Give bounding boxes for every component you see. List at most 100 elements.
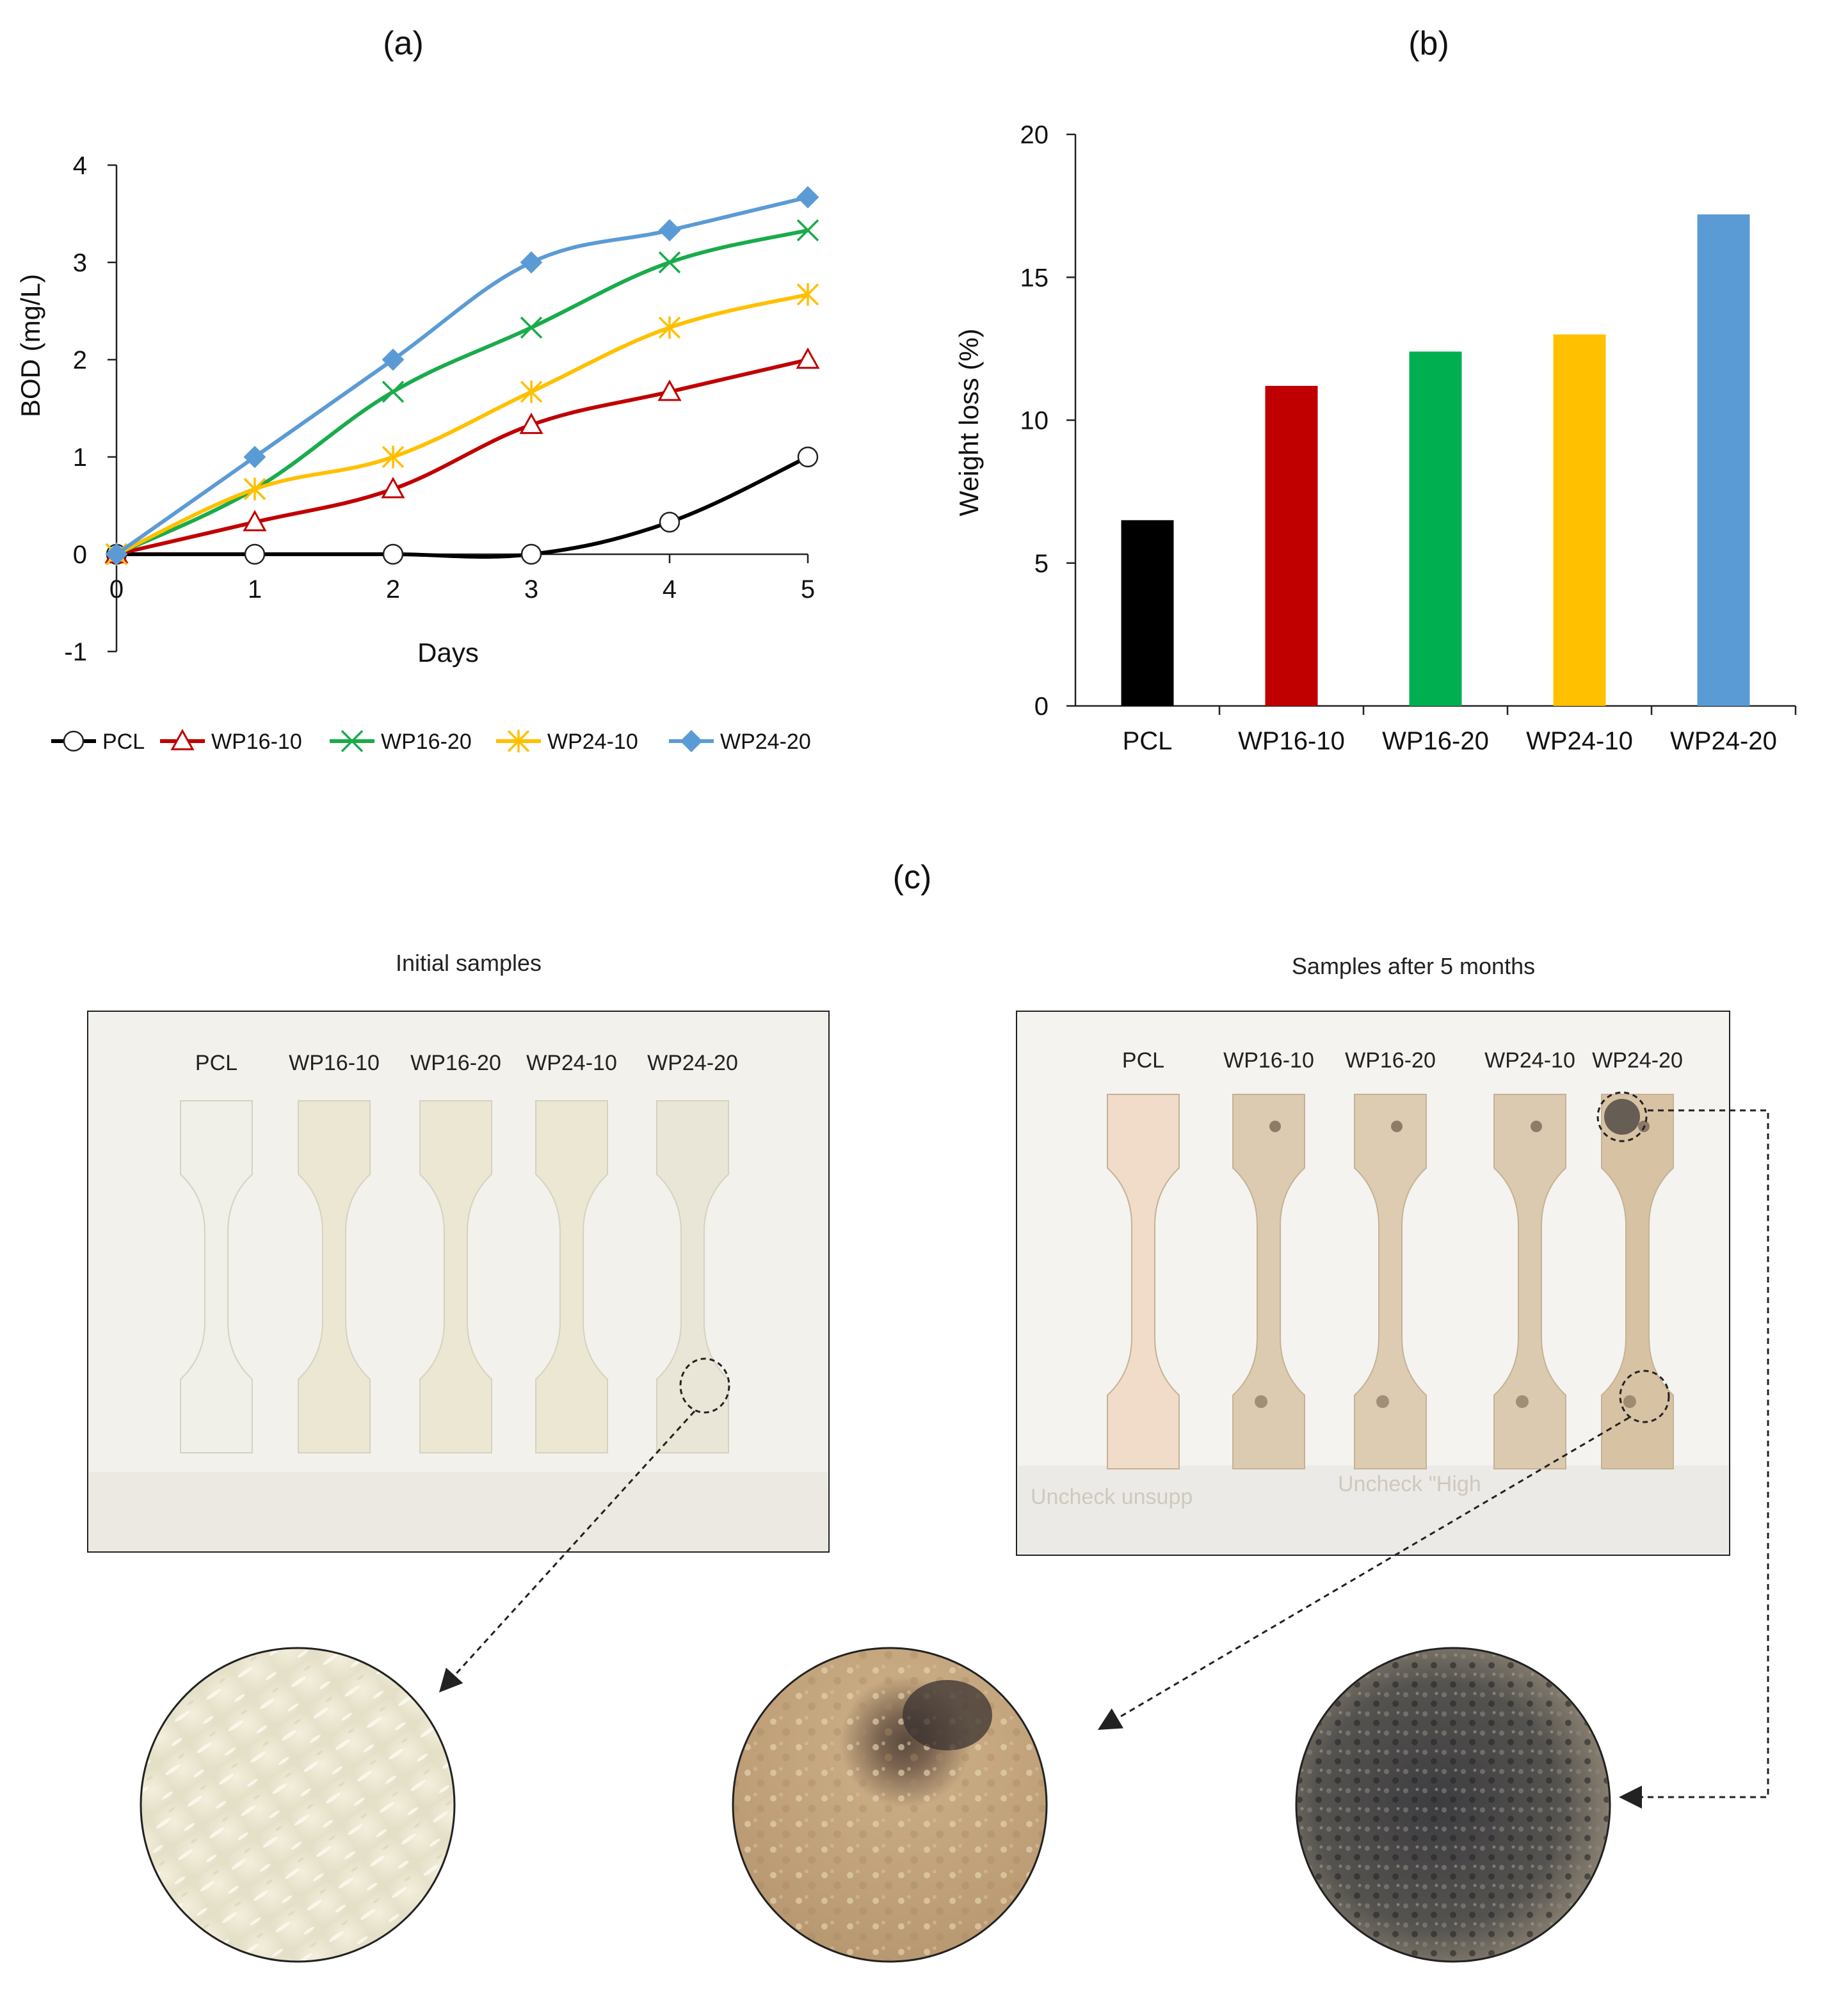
after-specimen: [1601, 1094, 1674, 1469]
weight-loss-bars: [1121, 214, 1750, 706]
bod-legend-label: PCL: [102, 730, 145, 754]
specimen-spot: [1376, 1395, 1389, 1408]
weight-loss-y-tick-label: 10: [1020, 407, 1049, 435]
bod-series: [104, 186, 820, 566]
bod-axes: 4 3 2 1 0 -1 0 1 2 3 4 5: [64, 152, 815, 666]
bod-y-tick-label: 4: [73, 152, 87, 180]
after-specimen: [1107, 1094, 1180, 1469]
bod-point-wp24-10: [382, 445, 405, 468]
bod-x-tick-label: 1: [248, 575, 262, 604]
bod-legend: PCL WP16-10 WP16-20 WP24-10 WP24-20: [51, 728, 811, 754]
bod-line-chart: (a) 4 3 2 1 0 -1 0 1 2 3 4 5 BOD (mg/L) Days PCL WP1…: [15, 25, 820, 754]
weight-loss-category-label: WP16-10: [1238, 727, 1345, 755]
bod-y-tick-label: -1: [64, 638, 87, 666]
weight-loss-bar-wp16-10: [1265, 385, 1318, 706]
bod-x-tick-label: 4: [663, 575, 677, 604]
bod-point-wp24-20: [796, 186, 819, 209]
bod-point-wp24-10: [796, 283, 819, 306]
bod-series-wp24-10: [105, 283, 819, 566]
bod-y-tick-label: 0: [73, 541, 87, 569]
bod-point-wp24-20: [520, 251, 543, 274]
connector-after-top: [1619, 1109, 1769, 1809]
specimen-spot: [1255, 1395, 1267, 1408]
initial-specimen-label: WP24-10: [526, 1051, 617, 1075]
bod-point-wp24-10: [658, 316, 681, 339]
weight-loss-axes: 20 15 10 5 0 PCL WP16-10 WP16-20 WP24-10 WP24-20: [1020, 121, 1797, 755]
bod-x-tick-label: 2: [386, 575, 400, 604]
bod-legend-marker: [341, 730, 364, 753]
magnified-after-top: [1295, 1647, 1611, 1963]
bod-point-pcl: [244, 543, 266, 565]
after-specimen: [1232, 1094, 1305, 1469]
initial-specimen: [656, 1100, 729, 1453]
bod-point-wp16-10: [657, 380, 682, 401]
panel-b-label: (b): [1408, 25, 1449, 62]
connector-initial: [438, 1410, 696, 1693]
weight-loss-bar-wp16-20: [1409, 351, 1462, 706]
bod-point-wp24-10: [243, 477, 266, 500]
weight-loss-y-tick-label: 0: [1034, 692, 1049, 721]
bod-line-wp24-10: [115, 292, 808, 556]
bod-x-tick-label: 5: [801, 575, 815, 604]
after-samples-caption: Samples after 5 months: [1292, 953, 1535, 979]
bod-point-pcl: [659, 511, 680, 533]
weight-loss-y-tick-label: 20: [1020, 121, 1049, 149]
specimen-spot: [1391, 1121, 1403, 1132]
after-zoom-region-top: [1596, 1091, 1648, 1142]
after-specimen-label: WP16-20: [1345, 1048, 1436, 1073]
specimen-spot: [1623, 1395, 1636, 1408]
weight-loss-category-label: WP24-10: [1526, 727, 1633, 755]
weight-loss-y-axis-title: Weight loss (%): [954, 328, 984, 516]
magnified-initial: [140, 1647, 456, 1963]
weight-loss-category-label: WP24-20: [1670, 727, 1777, 755]
after-zoom-region-bottom: [1619, 1370, 1670, 1423]
bod-point-wp16-20: [658, 251, 681, 274]
bod-line-pcl: [116, 455, 809, 559]
bod-y-tick-label: 3: [73, 249, 87, 277]
magnified-after-bottom: [732, 1647, 1048, 1963]
background-print-2: Uncheck unsupp: [1031, 1485, 1193, 1509]
specimen-dark-spot: [1604, 1099, 1640, 1135]
initial-specimen-label: PCL: [195, 1051, 237, 1075]
initial-specimen-label: WP24-20: [647, 1051, 738, 1075]
bod-line-wp16-10: [116, 358, 808, 556]
panel-c-label: (c): [893, 859, 932, 896]
bod-point-pcl: [520, 543, 542, 565]
bod-point-wp24-10: [520, 380, 543, 403]
bod-point-wp24-20: [382, 348, 405, 371]
bod-legend-marker: [680, 730, 703, 753]
bod-point-wp16-20: [382, 380, 405, 403]
bod-series-wp16-10: [104, 347, 820, 564]
after-specimen: [1493, 1094, 1566, 1469]
after-specimen-label: WP24-10: [1484, 1048, 1575, 1073]
zoom-connectors: [438, 1109, 1769, 1809]
weight-loss-category-label: PCL: [1123, 727, 1173, 755]
bod-legend-label: WP16-20: [381, 730, 472, 754]
bod-legend-label: WP16-10: [211, 730, 302, 754]
weight-loss-bar-wp24-20: [1697, 214, 1750, 706]
initial-zoom-region: [679, 1357, 730, 1414]
bod-legend-marker: [63, 730, 84, 752]
specimen-spot: [1269, 1121, 1281, 1132]
bod-y-axis-title: BOD (mg/L): [15, 274, 45, 417]
bod-series-wp16-20: [105, 219, 819, 566]
bod-legend-marker: [170, 728, 195, 751]
bod-point-wp24-20: [658, 219, 681, 242]
weight-loss-bar-wp24-10: [1553, 334, 1606, 706]
bod-x-axis-title: Days: [417, 637, 479, 668]
bod-legend-label: WP24-10: [547, 730, 638, 754]
bod-x-tick-label: 3: [524, 575, 538, 604]
initial-specimen: [535, 1100, 608, 1453]
bod-legend-label: WP24-20: [720, 730, 811, 754]
panel-a-label: (a): [383, 25, 424, 62]
weight-loss-bar-pcl: [1121, 520, 1174, 706]
initial-specimen: [298, 1100, 371, 1453]
background-print-1: Uncheck "High: [1338, 1472, 1481, 1496]
after-samples-photo: Uncheck "High Uncheck unsupp PCL WP16-10 W…: [1016, 1011, 1730, 1556]
after-specimen-label: PCL: [1122, 1048, 1164, 1073]
initial-specimen: [180, 1100, 253, 1453]
bod-point-pcl: [797, 446, 819, 468]
after-specimen: [1354, 1094, 1427, 1469]
photo-panel: (c) Initial samples Samples after 5 mont…: [87, 859, 1769, 1963]
